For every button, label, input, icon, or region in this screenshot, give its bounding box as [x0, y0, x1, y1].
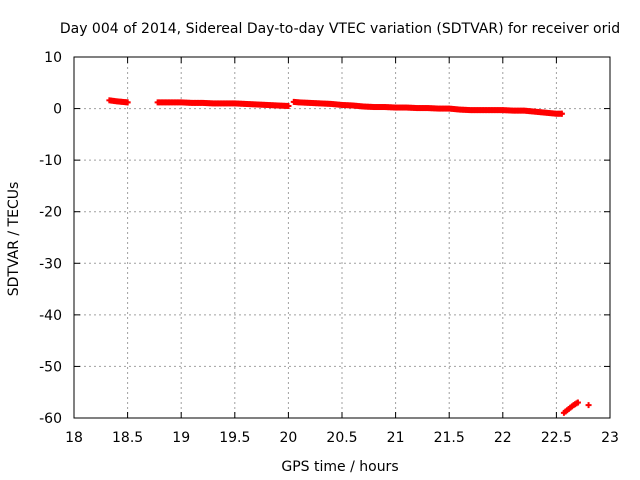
- y-tick-label: -10: [39, 153, 62, 169]
- x-tick-label: 21.5: [434, 430, 465, 446]
- y-tick-label: 0: [53, 102, 62, 118]
- data-point: [585, 402, 592, 409]
- x-tick-label: 23: [601, 430, 619, 446]
- x-tick-label: 22.5: [541, 430, 572, 446]
- data-point: [558, 110, 565, 117]
- y-tick-label: -30: [39, 256, 62, 272]
- x-tick-label: 21: [387, 430, 405, 446]
- y-tick-label: 10: [44, 50, 62, 66]
- y-tick-label: -50: [39, 359, 62, 375]
- x-tick-label: 20: [279, 430, 297, 446]
- x-tick-label: 18.5: [112, 430, 143, 446]
- data-points: [106, 97, 592, 416]
- y-tick-labels: 10 0 -10 -20 -30 -40 -50 -60: [39, 50, 62, 427]
- data-point: [574, 399, 581, 406]
- y-tick-label: -60: [39, 411, 62, 427]
- data-point: [285, 102, 292, 109]
- x-tick-label: 18: [65, 430, 83, 446]
- data-point: [124, 99, 131, 106]
- chart-title: Day 004 of 2014, Sidereal Day-to-day VTE…: [60, 21, 620, 37]
- y-tick-label: -20: [39, 205, 62, 221]
- x-tick-labels: 18 18.5 19 19.5 20 20.5 21 21.5 22 22.5 23: [65, 430, 619, 446]
- x-tick-label: 20.5: [326, 430, 357, 446]
- x-tick-label: 22: [494, 430, 512, 446]
- y-axis-label: SDTVAR / TECUs: [6, 182, 22, 297]
- y-tick-label: -40: [39, 308, 62, 324]
- x-tick-label: 19: [172, 430, 190, 446]
- x-axis-label: GPS time / hours: [281, 459, 398, 475]
- tick-marks: [73, 56, 611, 419]
- x-tick-label: 19.5: [219, 430, 250, 446]
